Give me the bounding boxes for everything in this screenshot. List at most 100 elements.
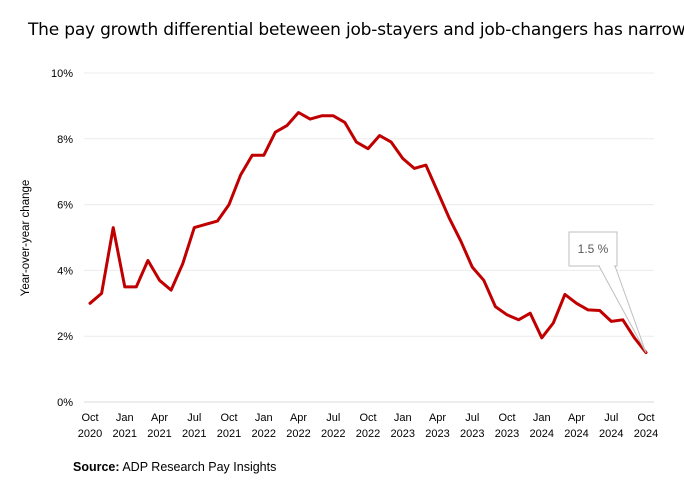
data-point xyxy=(274,131,276,133)
data-point xyxy=(251,154,253,156)
y-tick-label: 0% xyxy=(57,397,73,409)
data-point xyxy=(552,322,554,324)
x-tick-label: Oct xyxy=(637,412,654,424)
x-tick-label: 2024 xyxy=(564,428,588,440)
x-tick-label: Apr xyxy=(568,412,585,424)
series-group xyxy=(88,111,648,355)
x-tick-label: 2021 xyxy=(217,428,241,440)
data-point xyxy=(332,115,334,117)
data-point xyxy=(193,227,195,229)
data-point xyxy=(378,134,381,137)
y-tick-label: 6% xyxy=(57,200,73,212)
data-point xyxy=(587,309,589,311)
x-tick-label: Jul xyxy=(465,412,479,424)
x-tick-label: Jul xyxy=(604,412,618,424)
data-point xyxy=(517,319,520,321)
x-tick-label: Jan xyxy=(533,412,551,424)
data-point xyxy=(158,279,161,281)
x-tick-label: 2024 xyxy=(634,428,658,440)
data-point xyxy=(170,289,172,291)
data-point xyxy=(239,174,242,176)
x-tick-label: Jul xyxy=(326,412,340,424)
x-tick-label: Apr xyxy=(151,412,168,424)
data-point xyxy=(610,320,612,322)
data-point xyxy=(228,204,230,206)
x-tick-label: Jan xyxy=(116,412,134,424)
x-tick-label: 2024 xyxy=(530,428,554,440)
callout-label: 1.5 % xyxy=(578,242,609,256)
x-tick-label: 2020 xyxy=(78,428,102,440)
data-point xyxy=(216,220,219,222)
y-tick-label: 8% xyxy=(57,134,73,146)
data-point xyxy=(355,141,358,143)
x-tick-label: Oct xyxy=(220,412,237,424)
data-point xyxy=(633,337,636,339)
data-point xyxy=(344,121,346,123)
data-point xyxy=(89,302,91,304)
x-tick-label: 2022 xyxy=(356,428,380,440)
source-note: Source: ADP Research Pay Insights xyxy=(73,460,276,474)
data-point xyxy=(599,309,601,312)
data-point xyxy=(297,111,300,114)
x-tick-label: Oct xyxy=(359,412,376,424)
y-tick-label: 10% xyxy=(51,68,73,80)
source-text: ADP Research Pay Insights xyxy=(122,460,277,474)
x-tick-label: 2021 xyxy=(182,428,206,440)
x-tick-label: Oct xyxy=(498,412,515,424)
data-point xyxy=(263,154,265,156)
data-point xyxy=(367,148,369,150)
x-tick-label: 2024 xyxy=(599,428,623,440)
x-tick-labels: Oct 2020 Jan 2021 Apr 2021 Jul 2021 Oct 2021 Jan 20… xyxy=(78,412,658,440)
x-tick-label: 2022 xyxy=(321,428,345,440)
x-tick-label: Jul xyxy=(187,412,201,424)
data-point xyxy=(124,286,126,288)
x-tick-label: 2021 xyxy=(113,428,137,440)
data-point xyxy=(309,118,311,120)
callout-group: 1.5 % xyxy=(568,231,647,353)
data-point xyxy=(112,227,114,229)
data-point xyxy=(286,125,288,127)
data-point xyxy=(622,319,624,321)
data-point xyxy=(483,279,485,281)
data-point xyxy=(413,167,415,170)
x-tick-label: 2023 xyxy=(495,428,519,440)
data-point xyxy=(321,115,323,117)
x-tick-label: 2023 xyxy=(460,428,484,440)
data-point xyxy=(436,190,439,193)
data-point xyxy=(135,286,137,288)
x-tick-label: 2022 xyxy=(252,428,276,440)
data-point xyxy=(147,259,149,262)
y-tick-label: 4% xyxy=(57,265,73,277)
data-point xyxy=(575,302,578,304)
x-tick-label: Jan xyxy=(394,412,412,424)
data-point xyxy=(402,157,404,160)
gridlines xyxy=(84,72,654,337)
x-tick-label: Oct xyxy=(81,412,98,424)
y-tick-label: 2% xyxy=(57,331,73,343)
x-tick-label: Apr xyxy=(290,412,307,424)
data-point xyxy=(471,266,473,268)
data-point xyxy=(448,217,450,219)
data-point xyxy=(564,293,566,296)
data-point xyxy=(494,305,497,308)
data-point xyxy=(425,164,427,166)
x-tick-label: 2021 xyxy=(147,428,171,440)
data-point xyxy=(529,312,531,314)
x-tick-label: 2023 xyxy=(425,428,449,440)
callout-pointer xyxy=(598,265,647,353)
data-point xyxy=(100,292,103,295)
data-point xyxy=(390,141,392,143)
y-tick-labels: 0% 2% 4% 6% 8% 10% xyxy=(51,68,73,409)
data-point xyxy=(506,314,508,316)
chart-title: The pay growth differential beteween job… xyxy=(28,20,684,40)
x-tick-label: 2022 xyxy=(286,428,310,440)
data-point xyxy=(182,263,184,265)
y-axis-label: Year-over-year change xyxy=(20,180,32,297)
x-tick-label: 2023 xyxy=(391,428,415,440)
callout-box xyxy=(568,231,618,267)
source-label: Source: xyxy=(73,460,120,474)
data-point xyxy=(460,240,462,242)
x-tick-label: Jan xyxy=(255,412,273,424)
data-point xyxy=(205,223,207,225)
